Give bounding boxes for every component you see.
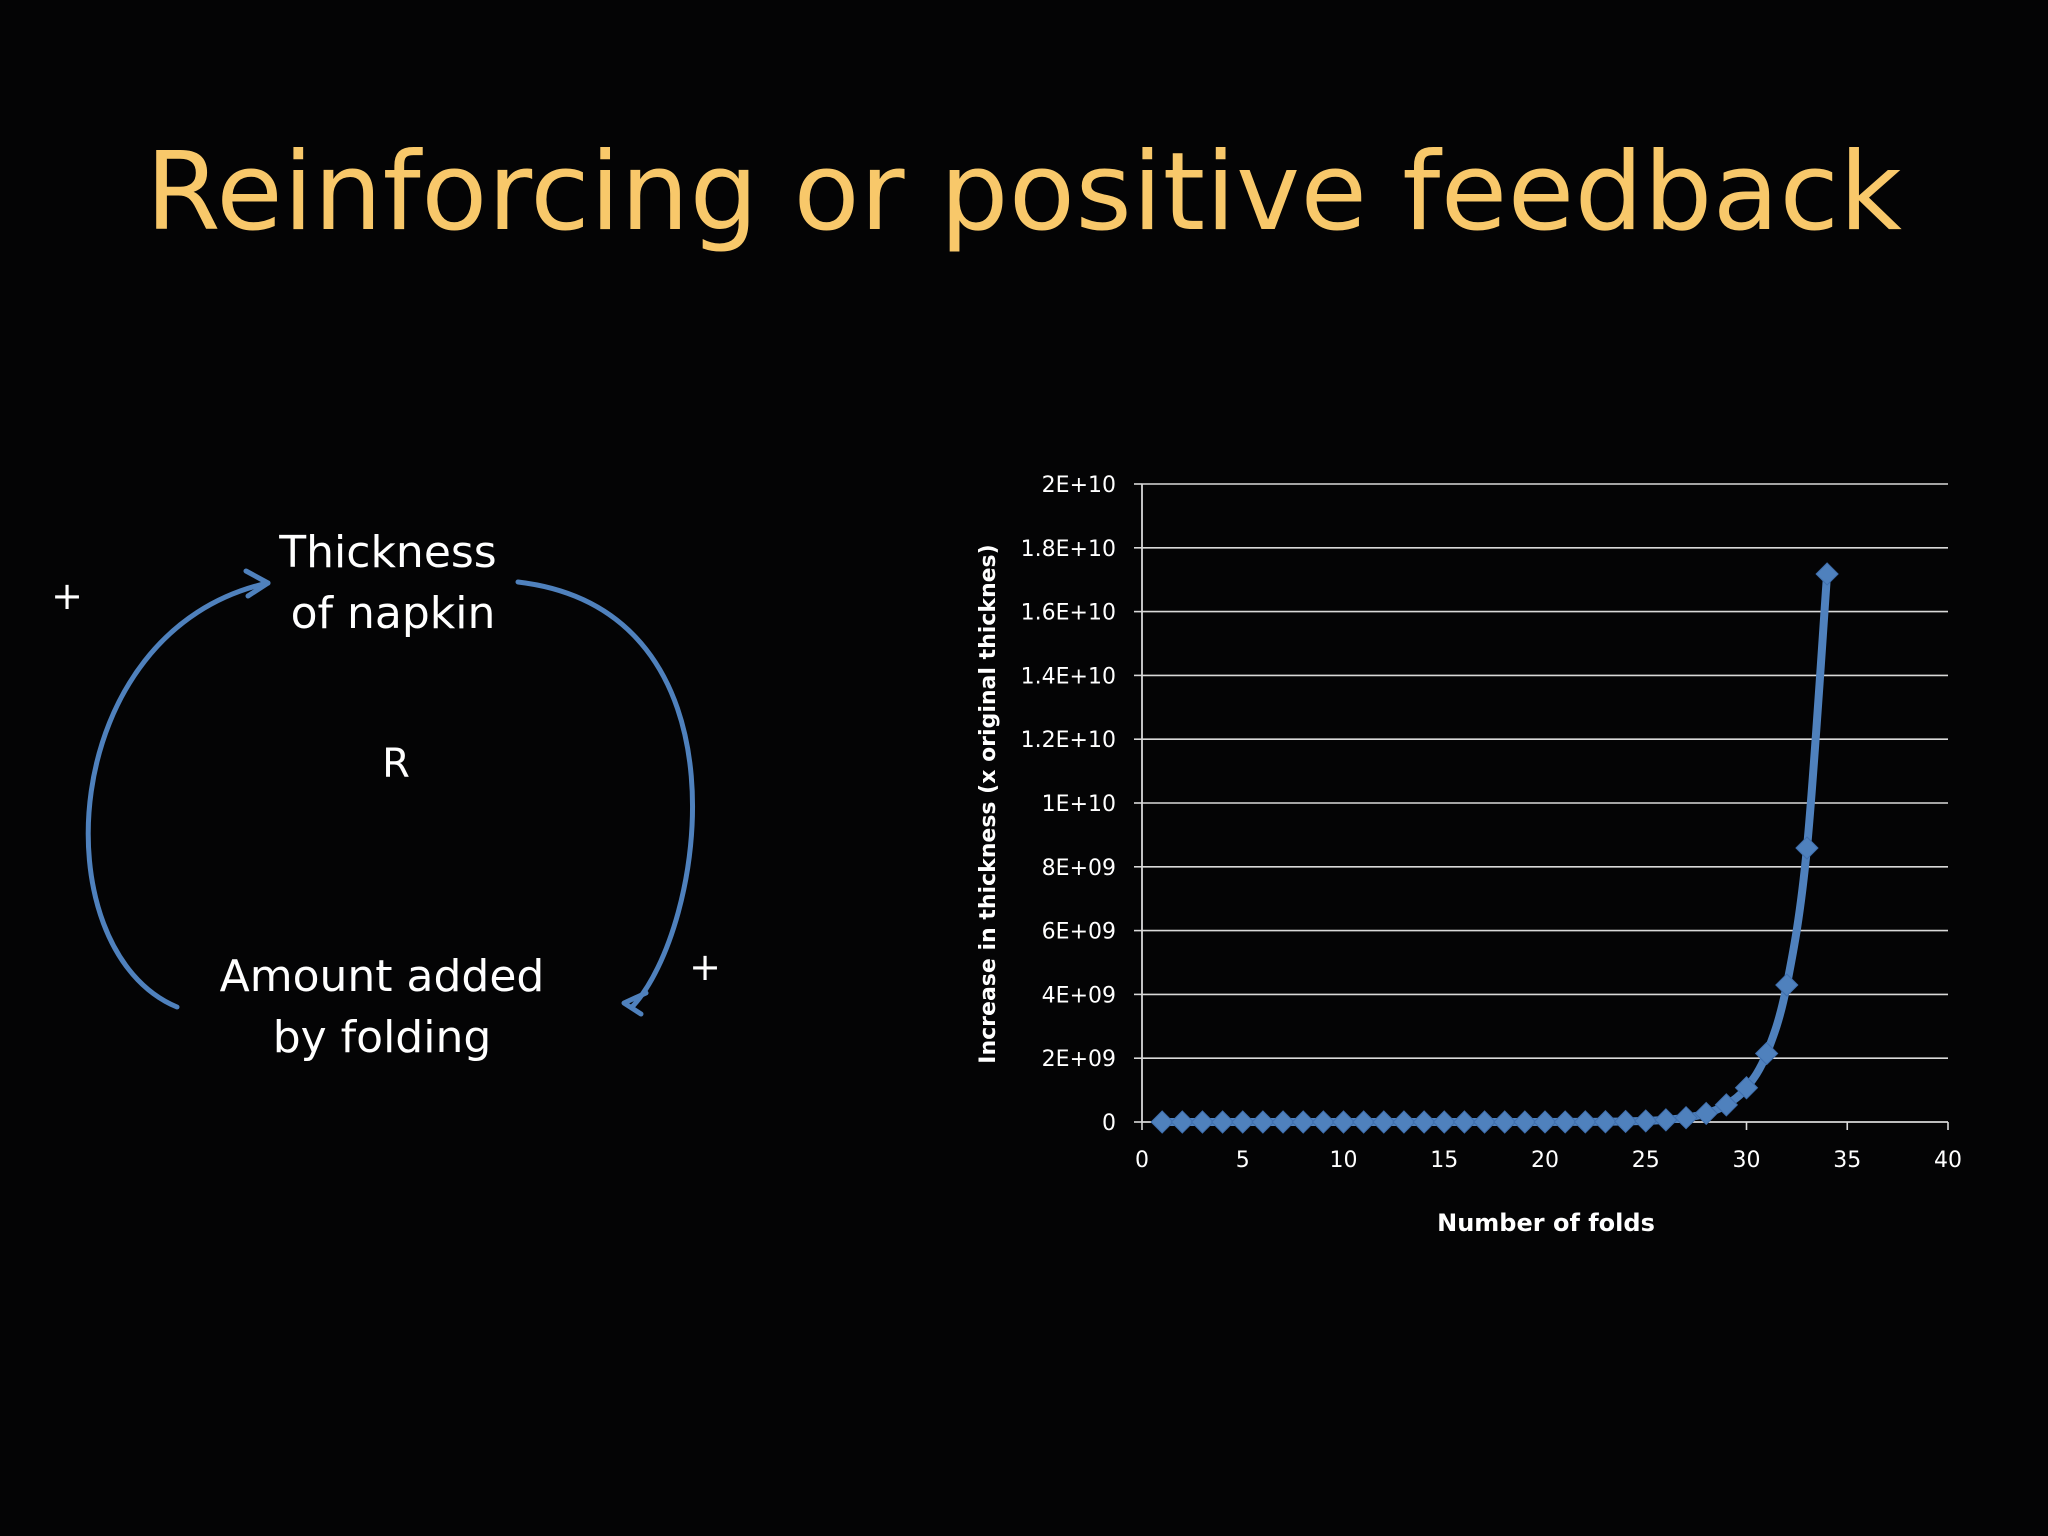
data-point-marker [1593,1110,1618,1134]
y-tick-label: 1.6E+10 [1021,601,1116,626]
chart-gridlines [1142,483,1948,1059]
data-point-marker [1311,1110,1336,1134]
data-point-marker [1795,836,1819,860]
x-tick-label: 35 [1833,1148,1861,1173]
y-tick-label: 2E+09 [1042,1047,1116,1072]
x-tick-label: 20 [1531,1148,1559,1173]
bottom-variable-line-2: by folding [273,1012,492,1063]
data-point-marker [1351,1110,1376,1134]
x-tick-label: 40 [1934,1148,1962,1173]
data-point-marker [1513,1110,1537,1134]
chart-series [1150,562,1839,1134]
y-tick-label: 6E+09 [1042,920,1116,945]
data-point-marker [1210,1110,1235,1134]
y-tick-label: 2E+10 [1042,473,1116,498]
data-point-marker [1613,1109,1638,1134]
x-axis-label: Number of folds [1437,1209,1655,1237]
data-point-marker [1694,1101,1718,1126]
x-tick-label: 30 [1733,1148,1761,1173]
y-tick-label: 0 [1102,1111,1116,1136]
data-point-marker [1472,1110,1497,1134]
data-point-marker [1412,1110,1436,1134]
data-point-marker [1331,1110,1356,1134]
data-point-marker [1392,1110,1416,1134]
data-point-marker [1654,1108,1678,1132]
x-tick-label: 0 [1135,1148,1149,1173]
data-point-marker [1533,1110,1557,1134]
top-variable-line-2: of napkin [291,588,496,639]
causal-loop-diagram: Thickness of napkin R Amount added by fo… [51,527,721,1063]
y-tick-label: 8E+09 [1042,856,1116,881]
data-point-marker [1271,1110,1295,1134]
data-point-marker [1734,1076,1759,1100]
x-tick-label: 10 [1330,1148,1358,1173]
data-point-marker [1634,1109,1658,1133]
data-point-marker [1190,1110,1215,1134]
chart-tick-labels: 0 2E+09 4E+09 6E+09 8E+09 1E+10 1.2E+10 1.4E+10… [1021,473,1962,1173]
data-point-marker [1754,1041,1779,1066]
left-polarity-sign: + [51,574,83,618]
y-tick-label: 1.4E+10 [1021,664,1116,689]
series-line [1158,569,1832,1126]
left-loop-arrowhead [243,568,271,599]
data-point-marker [1714,1093,1739,1117]
data-point-marker [1775,973,1799,997]
bottom-variable-line-1: Amount added [220,951,545,1002]
data-point-marker [1291,1110,1315,1134]
y-tick-label: 1.8E+10 [1021,537,1116,562]
data-point-marker [1372,1110,1396,1134]
data-point-marker [1815,562,1839,586]
top-variable-line-1: Thickness [278,527,496,578]
y-tick-label: 4E+09 [1042,983,1116,1008]
data-point-marker [1231,1110,1255,1134]
right-loop-arrowhead [621,990,649,1017]
data-point-marker [1170,1110,1195,1134]
y-tick-label: 1.2E+10 [1021,728,1116,753]
right-polarity-sign: + [689,945,721,989]
left-loop-arrow [85,580,271,1010]
data-point-marker [1573,1110,1598,1134]
x-tick-label: 5 [1236,1148,1250,1173]
data-point-marker [1150,1110,1174,1134]
data-point-marker [1492,1110,1517,1134]
data-point-marker [1432,1110,1456,1134]
data-point-marker [1553,1110,1577,1134]
data-point-marker [1452,1110,1477,1134]
y-axis-label: Increase in thickness (x original thickn… [976,544,1001,1063]
x-tick-label: 15 [1430,1148,1458,1173]
loop-type-label: R [382,741,410,787]
slide-title: Reinforcing or positive feedback [145,130,1903,255]
data-point-marker [1674,1106,1698,1130]
right-loop-arrow [515,579,695,1010]
data-point-marker [1251,1110,1275,1134]
y-tick-label: 1E+10 [1042,792,1116,817]
x-tick-label: 25 [1632,1148,1660,1173]
